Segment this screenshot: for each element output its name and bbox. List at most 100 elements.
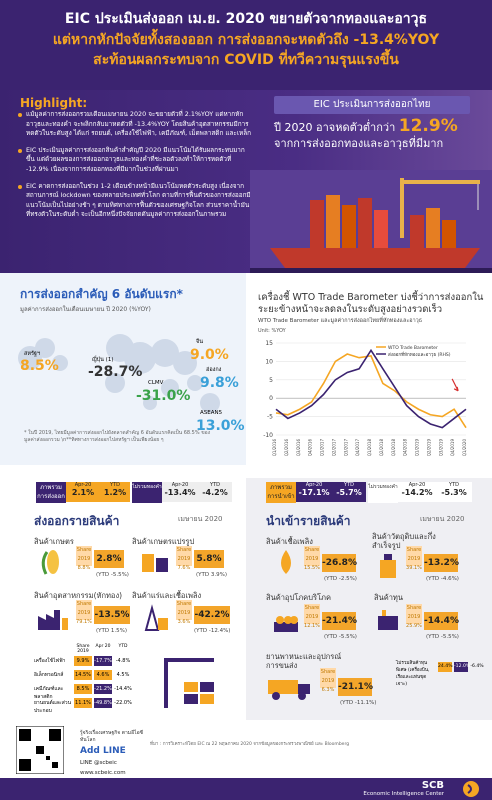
machine-icon bbox=[378, 610, 398, 630]
x-tick-label: Q2/2018 bbox=[379, 439, 384, 457]
export-ytd: (YTD -12.4%) bbox=[194, 628, 231, 634]
import-share: Share 2019 12.1% bbox=[304, 604, 320, 629]
import-ex-ytd: YTD -5.3% bbox=[436, 482, 472, 502]
x-tick-label: Q1/2018 bbox=[367, 439, 372, 457]
export-detail-table: Share 2019 Apr 20 YTD เครื่องใช้ไฟฟ้า 9.… bbox=[34, 644, 224, 720]
export-share: Share 2019 8.8% bbox=[76, 546, 92, 571]
export-ytd: (YTD 3.9%) bbox=[196, 572, 227, 578]
legend-label: WTO Trade Barometer bbox=[388, 345, 438, 351]
highlight-title: Highlight: bbox=[20, 96, 88, 110]
import-ex-apr: Apr-20 -14.2% bbox=[398, 482, 436, 502]
highlight-item: EIC ประเมินมูลค่าการส่งออกสินค้าสำคัญปี … bbox=[16, 146, 252, 175]
map-value-hongkong: 9.8% bbox=[200, 375, 239, 391]
eic-forecast-text: ปี 2020 อาจหดตัวต่ำกว่า 12.9% จากการส่งอ… bbox=[274, 118, 474, 152]
map-value-japan: -28.7% bbox=[88, 364, 143, 380]
add-line-link[interactable]: Add LINE bbox=[80, 746, 126, 756]
import-value: -14.4% bbox=[424, 612, 459, 630]
canned-food-icon bbox=[142, 554, 168, 572]
x-tick-label: Q1/2019 bbox=[415, 439, 420, 457]
export-ex-ytd: YTD -4.2% bbox=[198, 482, 232, 502]
import-share: Share 2019 39.1% bbox=[406, 546, 422, 571]
import-summary: ภาพรวม การนำเข้า Apr-20 -17.1% YTD -5.7% ไม… bbox=[266, 482, 472, 503]
truck-icon bbox=[268, 680, 310, 700]
map-label-clmv: CLMV bbox=[148, 380, 164, 386]
y-tick-label: 15 bbox=[265, 340, 273, 347]
export-share: Share 2019 3.6% bbox=[176, 600, 192, 625]
map-label-usa: สหรัฐฯ bbox=[24, 351, 41, 357]
export-value: 5.8% bbox=[194, 550, 224, 568]
export-item-name: สินค้าเกษตรแปรรูป bbox=[132, 537, 195, 546]
corn-icon bbox=[41, 550, 59, 575]
import-item-name: สินค้าวัตถุดิบและกึ่งสำเร็จรูป bbox=[372, 532, 436, 550]
x-tick-label: Q1/2016 bbox=[272, 439, 277, 457]
import-value: -13.2% bbox=[424, 554, 459, 572]
map-label-china: จีน bbox=[196, 339, 203, 345]
oil-rig-icon bbox=[144, 604, 168, 631]
factory-icon bbox=[38, 610, 68, 630]
y-tick-label: 0 bbox=[269, 395, 273, 402]
export-value: -13.5% bbox=[94, 606, 130, 624]
import-item-name: สินค้าอุปโภคบริโภค bbox=[266, 593, 331, 602]
table-row: ยานยนต์และส่วนประกอบ 11.1% -49.8% -22.0% bbox=[34, 698, 132, 714]
line-id[interactable]: LINE @scbeic bbox=[80, 760, 117, 766]
container-ship-illustration bbox=[250, 170, 492, 273]
map-label-hongkong: ฮ่องกง bbox=[206, 367, 222, 373]
website-link[interactable]: www.scbeic.com bbox=[80, 770, 126, 776]
export-ytd: YTD 1.2% bbox=[100, 482, 130, 502]
import-ex-gold-label: ไม่รวมทองคำ bbox=[368, 482, 398, 503]
brand-bar: SCB Economic Intelligence Center bbox=[0, 778, 492, 800]
import-month: เมษายน 2020 bbox=[420, 515, 465, 523]
brand-subtitle: Economic Intelligence Center bbox=[363, 791, 444, 797]
import-share: Share 2019 15.5% bbox=[304, 546, 320, 571]
fuel-drop-icon bbox=[281, 550, 291, 574]
import-ytd: (YTD -5.5%) bbox=[324, 634, 357, 640]
export-ytd: (YTD -5.5%) bbox=[96, 572, 129, 578]
export-ytd: (YTD 1.5%) bbox=[96, 628, 127, 634]
x-tick-label: Q3/2018 bbox=[391, 439, 396, 457]
map-section bbox=[0, 273, 246, 465]
export-apr: Apr-20 2.1% bbox=[66, 482, 100, 502]
world-map bbox=[18, 334, 220, 413]
x-tick-label: Q4/2019 bbox=[450, 439, 455, 457]
qr-code-icon[interactable] bbox=[16, 726, 64, 774]
x-tick-label: Q1/2017 bbox=[320, 439, 325, 457]
export-value: 2.8% bbox=[94, 550, 124, 568]
header-line-3: สะท้อนผลกระทบจาก COVID ที่ทวีความรุนแรงข… bbox=[93, 52, 399, 68]
export-month: เมษายน 2020 bbox=[178, 515, 223, 523]
container-crane-icon bbox=[164, 658, 214, 708]
x-tick-label: Q4/2016 bbox=[308, 439, 313, 457]
series-line-2 bbox=[275, 348, 467, 429]
eic-forecast-text-a: ปี 2020 อาจหดตัวต่ำกว่า bbox=[274, 121, 396, 134]
export-item-name: สินค้าอุตสาหกรรม(หักทอง) bbox=[34, 591, 123, 600]
arrow-marker bbox=[451, 378, 459, 392]
table-head: Apr 20 bbox=[95, 644, 111, 649]
wto-chart-subtitle: WTO Trade Barometer และมูลค่าการส่งออกไท… bbox=[258, 318, 423, 324]
header-line-1: EIC ประเมินส่งออก เม.ย. 2020 ขยายตัวจากท… bbox=[64, 11, 428, 27]
export-item-name: สินค้าเกษตร bbox=[34, 537, 74, 546]
x-tick-label: Q3/2016 bbox=[296, 439, 301, 457]
export-value: -42.2% bbox=[194, 606, 230, 624]
x-tick-label: Q3/2019 bbox=[438, 439, 443, 457]
highlight-list: แม้มูลค่าการส่งออกรวมเดือนเมษายน 2020 จะ… bbox=[16, 110, 252, 227]
export-summary-label: ภาพรวม การส่งออก bbox=[36, 482, 66, 503]
table-row: อิเล็กทรอนิกส์ 14.5% 4.6% 4.5% bbox=[34, 670, 130, 680]
import-title: นำเข้ารายสินค้า bbox=[266, 514, 351, 528]
footer-follow-text: รู้จริงเรื่องเศรษฐกิจ ตามอีไอซีทันโลก bbox=[80, 730, 144, 743]
brand-name: SCB bbox=[421, 780, 444, 791]
table-row: เคมีภัณฑ์และพลาสติก 8.5% -21.2% -14.4% bbox=[34, 684, 132, 700]
header-line-2: แต่หากหักปัจจัยทั้งสองออก การส่งออกจะหดต… bbox=[52, 32, 440, 48]
x-tick-label: Q4/2018 bbox=[403, 439, 408, 457]
y-tick-label: 5 bbox=[269, 377, 273, 384]
bottle-icon bbox=[380, 554, 396, 578]
y-tick-label: 10 bbox=[265, 358, 273, 365]
map-value-china: 9.0% bbox=[190, 347, 229, 363]
map-note: * ในปี 2019, ไทยมีมูลค่าการส่งออกไปยังตล… bbox=[24, 430, 211, 443]
import-summary-label: ภาพรวม การนำเข้า bbox=[266, 482, 296, 503]
x-tick-label: Q4/2017 bbox=[355, 439, 360, 457]
import-ytd: (YTD -5.5%) bbox=[426, 634, 459, 640]
eggs-icon bbox=[274, 616, 298, 632]
import-value: -21.4% bbox=[322, 612, 357, 630]
export-share: Share 2019 7.6% bbox=[176, 546, 192, 571]
